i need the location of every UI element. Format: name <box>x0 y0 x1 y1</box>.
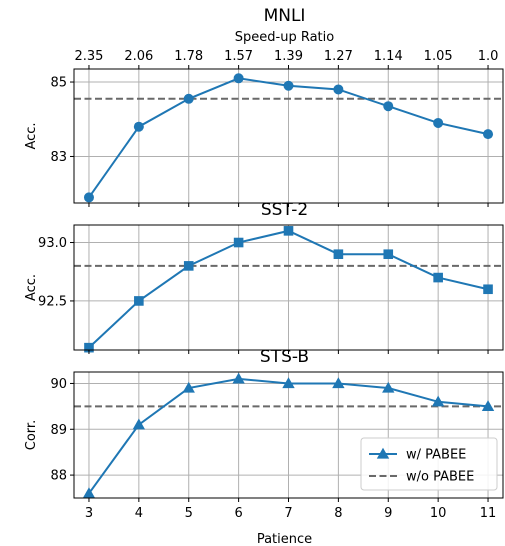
panel-mnli: 83 85 Acc. MNLI Speed-up Ratio 2.35 2.06 1.78 1.… <box>24 6 504 207</box>
x-tick-label: 5 <box>185 506 193 521</box>
y-tick-label: 88 <box>50 469 67 484</box>
y-tick-label: 90 <box>50 377 67 392</box>
y-axis-label: Corr. <box>24 420 39 450</box>
data-point <box>134 296 144 306</box>
data-point <box>433 272 443 283</box>
x-axis-label: Patience <box>257 532 312 546</box>
x-tick-label: 3 <box>85 506 93 521</box>
top-tick-label: 2.06 <box>124 49 153 64</box>
data-point <box>133 121 144 132</box>
x-tick-label: 11 <box>480 506 497 521</box>
legend-marker-series <box>376 447 390 459</box>
x-tick-label: 10 <box>430 506 447 521</box>
data-point <box>483 284 493 295</box>
y-axis-label: Acc. <box>24 122 39 149</box>
data-point <box>483 129 494 140</box>
top-tick-label: 1.57 <box>224 49 253 64</box>
data-point <box>282 377 295 389</box>
y-tick-label: 89 <box>50 423 67 438</box>
data-point <box>383 249 394 260</box>
top-tick-label: 1.78 <box>174 49 203 64</box>
data-point <box>183 93 194 104</box>
y-tick-label: 93.0 <box>38 236 67 251</box>
data-point <box>283 226 294 236</box>
data-point <box>332 377 345 389</box>
data-point <box>84 342 94 353</box>
y-axis-label: Acc. <box>24 274 39 301</box>
data-point <box>183 261 194 271</box>
top-tick-label: 1.27 <box>324 49 353 64</box>
chart-title: SST-2 <box>261 200 308 220</box>
data-point <box>182 381 195 393</box>
chart-title: MNLI <box>264 6 306 26</box>
data-point <box>433 117 444 128</box>
x-tick-label: 7 <box>284 506 292 521</box>
panel-sst-2: 92.5 93.0 Acc. SST-2 <box>24 200 504 354</box>
data-point <box>383 101 394 112</box>
data-point <box>333 84 344 95</box>
legend: w/ PABEE w/o PABEE <box>360 437 498 491</box>
data-point <box>83 192 94 203</box>
data-point <box>233 237 244 248</box>
top-tick-label: 1.14 <box>374 49 403 64</box>
chart-title: STS-B <box>260 347 309 367</box>
y-tick-label: 83 <box>50 150 67 165</box>
y-tick-label: 92.5 <box>38 294 67 309</box>
x-tick-label: 9 <box>384 506 392 521</box>
data-point <box>481 400 495 412</box>
data-point <box>431 395 445 407</box>
top-tick-label: 2.35 <box>74 49 103 64</box>
data-point <box>333 249 344 260</box>
top-tick-label: 1.0 <box>478 49 499 64</box>
x-tick-label: 6 <box>234 506 242 521</box>
data-point <box>132 418 146 430</box>
data-point <box>233 73 244 84</box>
legend-label-baseline: w/o PABEE <box>406 470 474 485</box>
x-tick-label: 8 <box>334 506 342 521</box>
top-axis-label: Speed-up Ratio <box>235 30 334 45</box>
data-point <box>232 372 245 384</box>
top-tick-label: 1.05 <box>424 49 453 64</box>
data-point <box>382 381 395 393</box>
y-tick-label: 85 <box>50 76 67 91</box>
top-tick-label: 1.39 <box>274 49 303 64</box>
data-point <box>283 80 294 91</box>
x-tick-label: 4 <box>135 506 143 521</box>
data-point <box>82 487 96 499</box>
legend-label-series: w/ PABEE <box>406 448 466 463</box>
